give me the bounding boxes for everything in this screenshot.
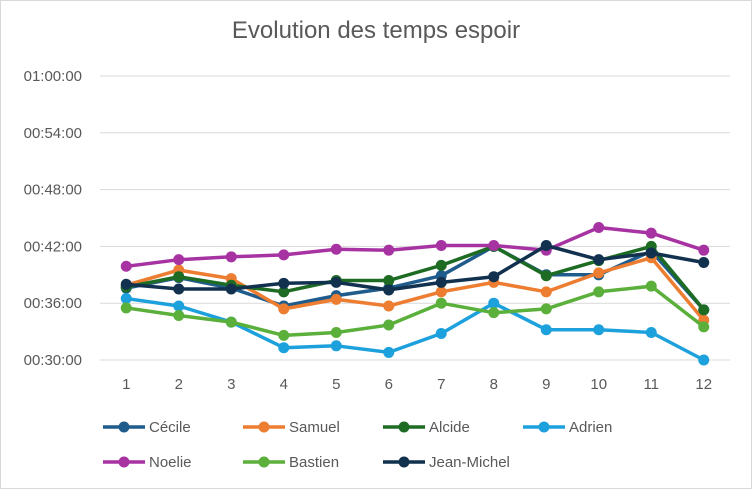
data-point [488, 307, 500, 319]
x-tick-label: 12 [695, 376, 712, 393]
data-point [593, 286, 605, 298]
x-tick-label: 4 [280, 376, 288, 393]
data-point [593, 221, 605, 233]
data-point [173, 310, 185, 322]
y-tick-label: 01:00:00 [24, 68, 82, 85]
series-line [124, 243, 706, 292]
legend-label: Adrien [569, 419, 612, 436]
data-point [225, 283, 237, 295]
data-point [435, 239, 447, 251]
data-point [698, 354, 710, 366]
data-point [225, 316, 237, 328]
data-point [435, 327, 447, 339]
data-point [383, 300, 395, 312]
data-point [488, 239, 500, 251]
x-tick-label: 10 [590, 376, 607, 393]
series-line [124, 256, 706, 322]
data-point [435, 259, 447, 271]
x-tick-label: 11 [643, 376, 659, 393]
legend-label: Cécile [149, 419, 191, 436]
data-point [330, 340, 342, 352]
series-line [124, 284, 706, 338]
legend-label: Alcide [429, 419, 470, 436]
data-point [173, 271, 185, 283]
data-point [330, 243, 342, 255]
series-line [124, 225, 706, 269]
legend-label: Bastien [289, 454, 339, 471]
data-point [488, 297, 500, 309]
data-point [540, 324, 552, 336]
y-tick-label: 00:30:00 [24, 352, 82, 369]
data-point [435, 276, 447, 288]
series-line [124, 296, 706, 362]
chart-title: Evolution des temps espoir [231, 17, 521, 44]
data-point [383, 244, 395, 256]
data-point [330, 327, 342, 339]
x-tick-label: 5 [332, 376, 340, 393]
data-point [540, 286, 552, 298]
data-point [278, 249, 290, 261]
x-tick-label: 6 [385, 376, 393, 393]
legend-marker [538, 421, 550, 433]
legend-label: Noelie [149, 454, 192, 471]
x-tick-label: 3 [227, 376, 235, 393]
data-point [330, 293, 342, 305]
data-point [173, 283, 185, 295]
data-point [225, 251, 237, 263]
data-point [278, 342, 290, 354]
data-point [435, 297, 447, 309]
data-point [698, 321, 710, 333]
data-point [540, 239, 552, 251]
data-point [383, 319, 395, 331]
data-point [383, 346, 395, 358]
y-tick-label: 00:42:00 [24, 238, 82, 255]
data-point [383, 284, 395, 296]
legend-marker [398, 456, 410, 468]
data-point [173, 300, 185, 312]
data-point [435, 286, 447, 298]
data-point [540, 270, 552, 282]
legend-marker [258, 456, 270, 468]
data-point [645, 280, 657, 292]
x-tick-label: 9 [542, 376, 550, 393]
data-point [120, 302, 132, 314]
legend-label: Jean-Michel [429, 454, 510, 471]
y-tick-label: 00:36:00 [24, 295, 82, 312]
data-point [278, 286, 290, 298]
data-point [330, 276, 342, 288]
legend-marker [258, 421, 270, 433]
data-point [488, 271, 500, 283]
data-point [645, 247, 657, 259]
data-point [278, 329, 290, 341]
data-point [383, 274, 395, 286]
x-tick-label: 1 [122, 376, 130, 393]
y-tick-label: 00:48:00 [24, 182, 82, 199]
y-tick-label: 00:54:00 [24, 125, 82, 142]
data-point [120, 278, 132, 290]
legend-marker [118, 456, 130, 468]
data-point [593, 267, 605, 279]
data-point [698, 244, 710, 256]
legend-marker [398, 421, 410, 433]
data-point [593, 254, 605, 266]
x-tick-label: 2 [175, 376, 183, 393]
x-tick-label: 8 [490, 376, 498, 393]
data-point [645, 327, 657, 339]
data-point [540, 303, 552, 315]
data-point [278, 277, 290, 289]
data-point [173, 254, 185, 266]
data-point [278, 303, 290, 315]
x-tick-label: 7 [437, 376, 445, 393]
legend-marker [118, 421, 130, 433]
data-point [593, 324, 605, 336]
legend-label: Samuel [289, 419, 340, 436]
data-point [120, 260, 132, 272]
data-point [645, 227, 657, 239]
data-point [698, 256, 710, 268]
data-point [120, 292, 132, 304]
data-point [698, 304, 710, 316]
